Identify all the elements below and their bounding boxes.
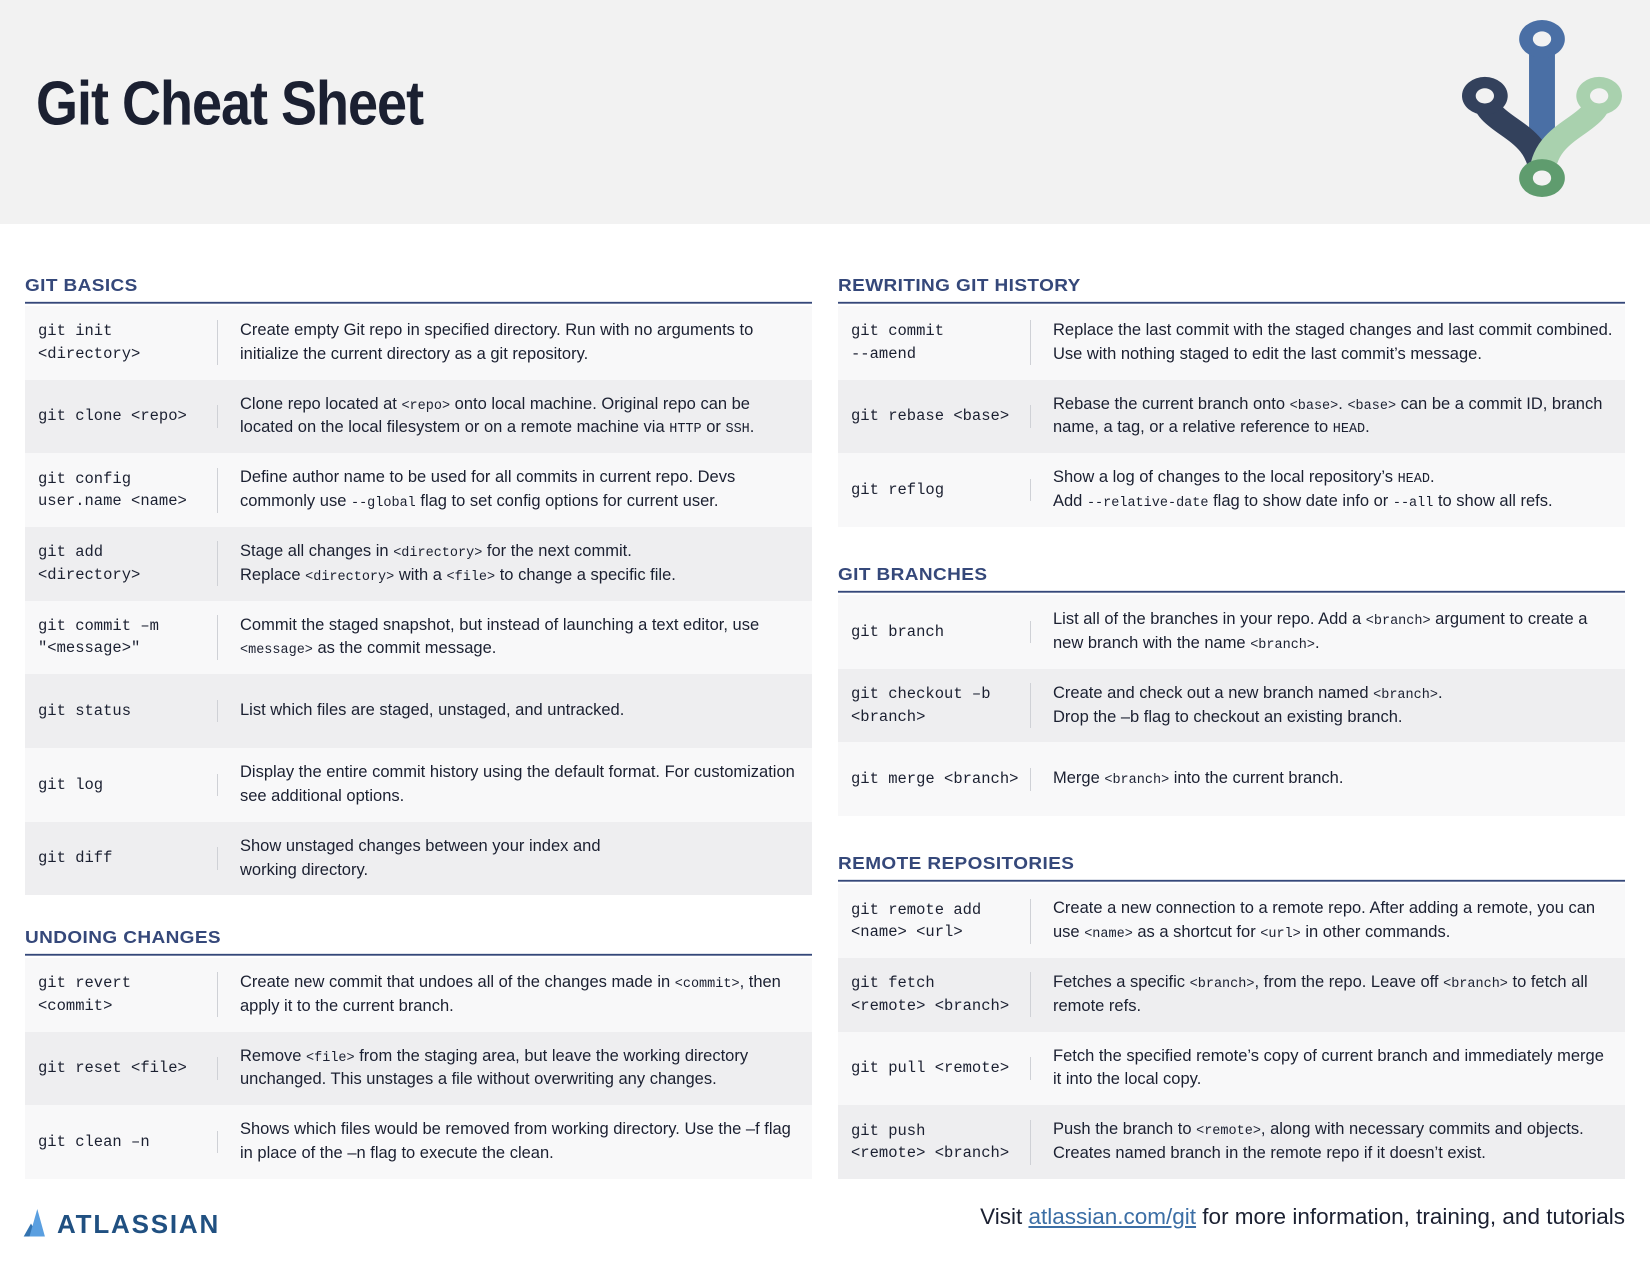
- svg-text:ATLASSIAN: ATLASSIAN: [57, 1209, 220, 1239]
